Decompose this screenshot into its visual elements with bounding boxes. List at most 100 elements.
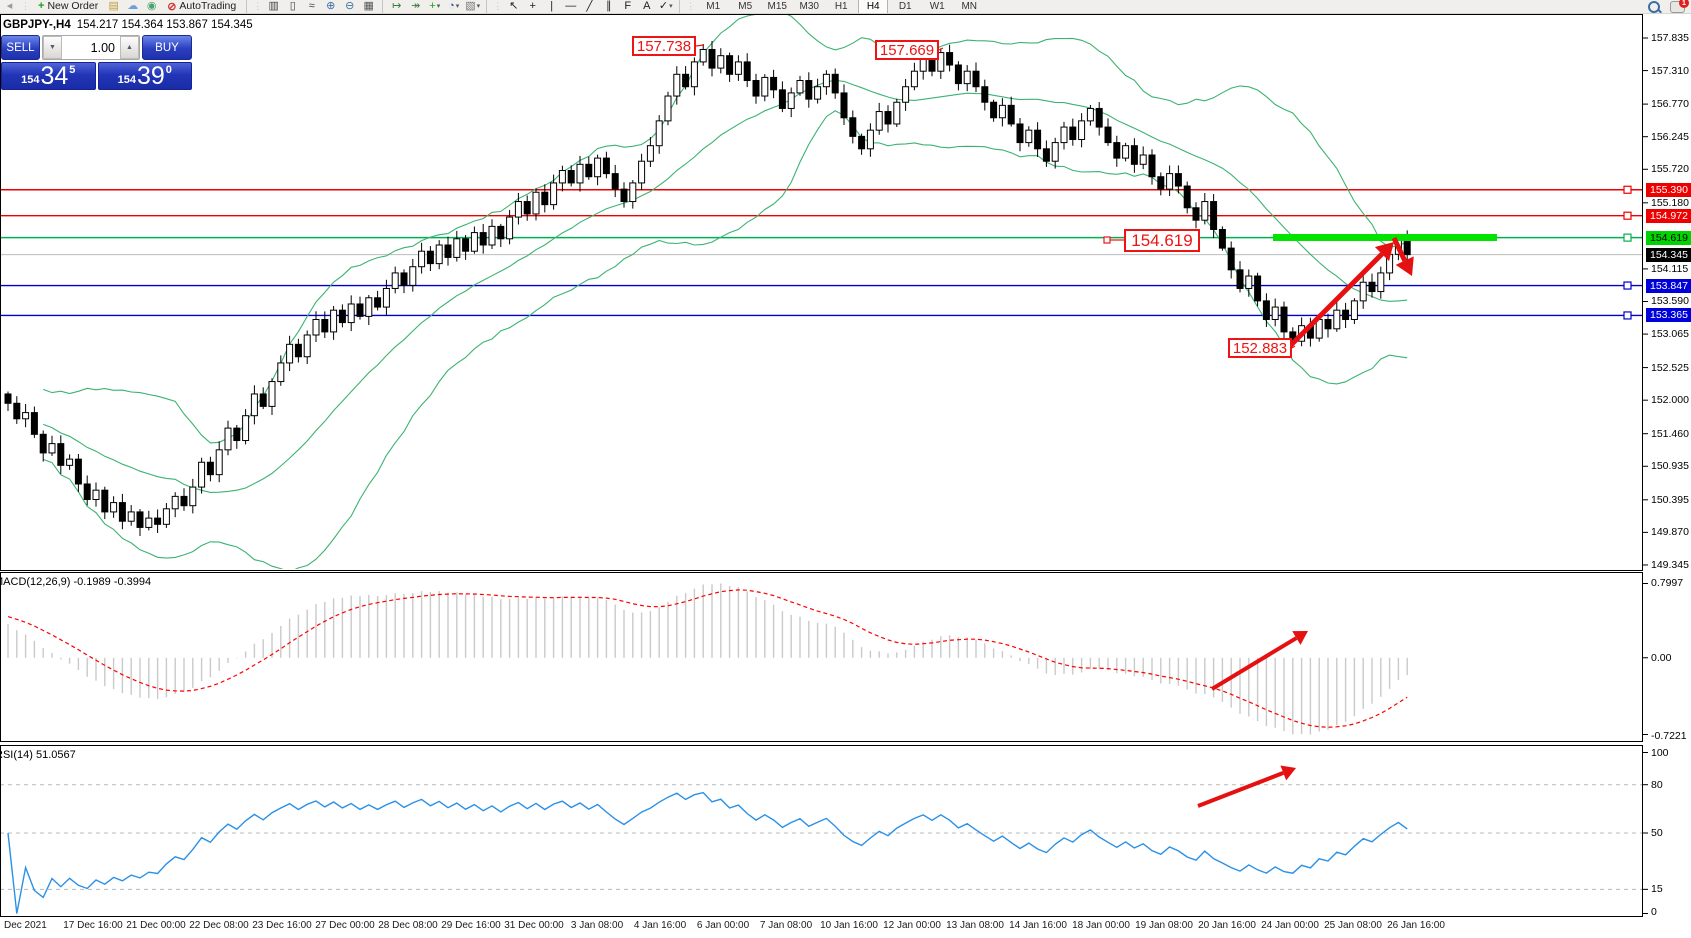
time-label-12: 7 Jan 08:00: [759, 920, 813, 931]
alerts-icon[interactable]: ◉: [146, 0, 157, 12]
time-label-2: 21 Dec 00:00: [126, 920, 186, 931]
time-label-4: 23 Dec 16:00: [252, 920, 312, 931]
line-chart-mode-icon[interactable]: ≈: [308, 0, 315, 12]
price-tick-151.460: 151.460: [1651, 427, 1689, 440]
candlesticks: [4, 40, 1411, 536]
buy-button[interactable]: BUY: [142, 35, 192, 60]
toolbar-separator: [246, 0, 248, 13]
timeframe-h1[interactable]: H1: [834, 0, 848, 12]
toolbar-separator: [382, 0, 384, 13]
sell-price-point: 5: [69, 64, 76, 76]
arrows-tool-icon[interactable]: ✓ ▾: [658, 0, 673, 12]
text-icon[interactable]: A: [643, 0, 651, 12]
trendline-icon[interactable]: ╱: [586, 0, 594, 12]
templates-icon[interactable]: ▧ ▾: [465, 0, 481, 12]
sell-price-big-figure: 154: [21, 74, 40, 86]
sell-button[interactable]: SELL: [1, 35, 40, 60]
zoom-in-icon[interactable]: ⊕: [326, 0, 336, 12]
search-icon[interactable]: [1648, 1, 1660, 13]
macd-panel-border: [0, 572, 1643, 742]
volume-input[interactable]: [62, 36, 120, 59]
volume-stepper: ▼ ▲: [42, 35, 140, 60]
time-label-0: Dec 2021: [4, 920, 47, 931]
price-annotation-154.619: 154.619: [1124, 229, 1200, 252]
time-label-9: 3 Jan 08:00: [570, 920, 624, 931]
candlestick-mode-icon[interactable]: ▯: [289, 0, 296, 12]
price-line-label-155.390: 155.390: [1646, 182, 1691, 197]
cursor-icon[interactable]: ↖: [509, 0, 519, 12]
bar-chart-mode-icon[interactable]: ▥: [268, 0, 279, 12]
timeframe-w1[interactable]: W1: [929, 0, 945, 12]
price-tick-152.525: 152.525: [1651, 361, 1689, 374]
timeframe-mn[interactable]: MN: [961, 0, 978, 12]
timeframe-d1[interactable]: D1: [898, 0, 912, 12]
indicators-icon[interactable]: + ▾: [429, 0, 441, 12]
line-anchor-square: [1623, 281, 1632, 290]
chart-shift-icon[interactable]: ↦: [392, 0, 402, 12]
buy-price-big-figure: 154: [117, 74, 136, 86]
toolbar-grip: ⋮: [21, 0, 30, 11]
price-tick-149.345: 149.345: [1651, 558, 1689, 571]
market-watch-icon[interactable]: ▤: [108, 0, 119, 12]
time-label-8: 31 Dec 00:00: [504, 920, 564, 931]
crosshair-icon[interactable]: +: [529, 0, 536, 12]
trend-arrow: [1210, 636, 1298, 691]
trend-arrow-head: [1395, 256, 1414, 276]
volume-increase-button[interactable]: ▲: [120, 36, 139, 59]
price-annotation-157.669: 157.669: [875, 40, 939, 60]
price-tick-157.310: 157.310: [1651, 64, 1689, 77]
vertical-line-icon[interactable]: |: [550, 0, 554, 12]
price-tick-150.395: 150.395: [1651, 493, 1689, 506]
price-line-label-153.365: 153.365: [1646, 308, 1691, 323]
time-label-1: 17 Dec 16:00: [63, 920, 123, 931]
ohlc-values: 154.217 154.364 153.867 154.345: [76, 19, 253, 31]
price-tick-150.935: 150.935: [1651, 460, 1689, 473]
timeframe-m30[interactable]: M30: [799, 0, 819, 12]
time-label-19: 20 Jan 16:00: [1198, 920, 1256, 931]
periods-icon[interactable]: ◔ ▾: [448, 0, 460, 12]
timeframe-m1[interactable]: M1: [706, 0, 721, 12]
price-line-label-153.847: 153.847: [1646, 278, 1691, 293]
tile-windows-icon[interactable]: ▦: [363, 0, 374, 12]
new-order-button[interactable]: + New Order: [38, 0, 99, 12]
time-label-14: 12 Jan 00:00: [883, 920, 941, 931]
price-line-label-154.972: 154.972: [1646, 208, 1691, 223]
autotrading-button[interactable]: ⊘ AutoTrading: [167, 0, 237, 13]
price-tick-152.000: 152.000: [1651, 394, 1689, 407]
macd-axis-max: 0.7997: [1651, 576, 1684, 589]
price-line-label-154.345: 154.345: [1646, 247, 1691, 262]
notifications-icon[interactable]: 1: [1670, 0, 1689, 13]
bollinger-lower-band: [43, 110, 1408, 569]
fibonacci-icon[interactable]: F: [624, 0, 632, 12]
horizontal-line-icon[interactable]: —: [565, 0, 577, 12]
price-tick-153.065: 153.065: [1651, 328, 1689, 341]
line-anchor-square: [1623, 185, 1632, 194]
annotation-connector: [695, 44, 705, 47]
toolbar-separator: [679, 0, 681, 13]
timeframe-h4[interactable]: H4: [858, 0, 889, 13]
toolbar-overflow-icon[interactable]: ◂: [6, 0, 13, 12]
macd-signal-line: [7, 589, 1408, 728]
price-annotation-157.738: 157.738: [632, 36, 696, 56]
price-tick-157.835: 157.835: [1651, 32, 1689, 44]
annotation-anchor-square: [1103, 236, 1111, 244]
time-label-22: 26 Jan 16:00: [1387, 920, 1445, 931]
one-click-trading-panel: SELL ▼ ▲ BUY 154 34 5 154 39 0: [1, 35, 192, 90]
time-label-18: 19 Jan 08:00: [1135, 920, 1193, 931]
volume-decrease-button[interactable]: ▼: [43, 36, 62, 59]
toolbar-grip: ⋮: [686, 0, 696, 11]
sell-price[interactable]: 154 34 5: [1, 62, 96, 90]
line-anchor-square: [1623, 233, 1632, 242]
auto-scroll-icon[interactable]: ↠: [411, 0, 421, 12]
time-label-11: 6 Jan 00:00: [696, 920, 750, 931]
zoom-out-icon[interactable]: ⊖: [345, 0, 355, 12]
buy-price-pips: 39: [136, 62, 165, 90]
timeframe-m5[interactable]: M5: [738, 0, 753, 12]
publish-icon[interactable]: ☁: [127, 0, 139, 12]
buy-price[interactable]: 154 39 0: [97, 62, 192, 90]
time-label-20: 24 Jan 00:00: [1261, 920, 1319, 931]
macd-label: MACD(12,26,9) -0.1989 -0.3994: [0, 576, 152, 588]
timeframe-m15[interactable]: M15: [767, 0, 787, 12]
time-label-13: 10 Jan 16:00: [820, 920, 878, 931]
equidistant-channel-icon[interactable]: ∥: [605, 0, 612, 12]
